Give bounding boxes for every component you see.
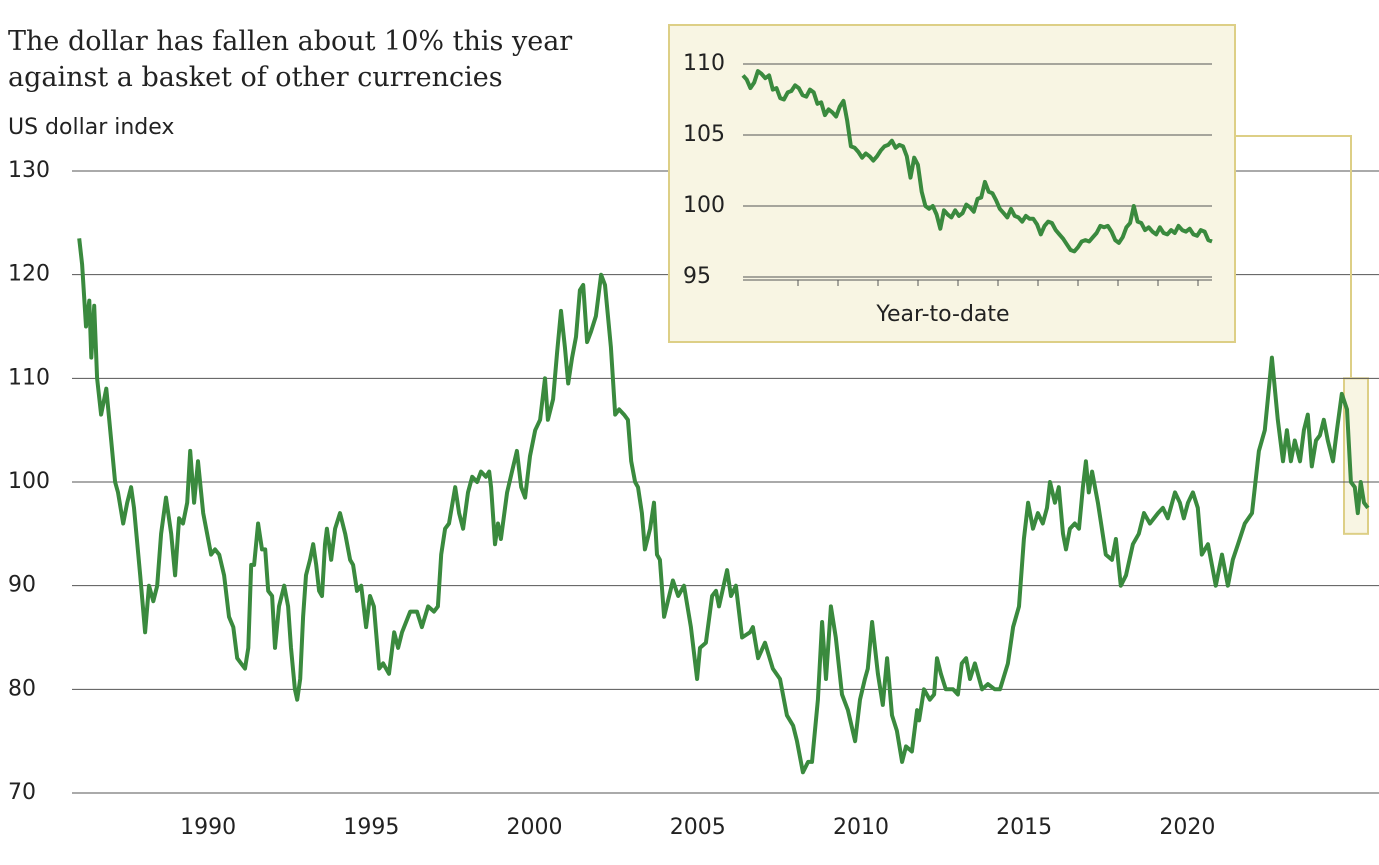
y-tick-label: 100 [8, 469, 50, 494]
y-tick-label: 110 [8, 365, 50, 390]
x-tick-label: 1990 [180, 815, 236, 840]
y-tick-label: 105 [683, 122, 725, 147]
y-tick-label: 70 [8, 780, 36, 805]
y-tick-label: 100 [683, 193, 725, 218]
x-tick-label: 2010 [833, 815, 889, 840]
y-tick-label: 95 [683, 264, 711, 289]
y-tick-label: 120 [8, 262, 50, 287]
x-tick-label: 2015 [996, 815, 1052, 840]
y-axis-label: US dollar index [8, 115, 174, 140]
y-tick-label: 80 [8, 676, 36, 701]
inset-chart: Year-to-date 95 100 105 110 [668, 24, 1352, 378]
connector [1236, 135, 1352, 378]
x-tick-label: 2020 [1159, 815, 1215, 840]
x-tick-label: 2005 [670, 815, 726, 840]
x-tick-label: 1995 [343, 815, 399, 840]
x-tick-label: 2000 [507, 815, 563, 840]
y-tick-label: 110 [683, 51, 725, 76]
y-tick-label: 90 [8, 573, 36, 598]
chart-title: The dollar has fallen about 10% this yea… [8, 26, 573, 93]
x-axis-label: Year-to-date [875, 302, 1009, 327]
data-line [741, 69, 1213, 254]
data-line [77, 238, 1370, 775]
y-tick-label: 130 [8, 158, 50, 183]
inset-box [668, 24, 1236, 343]
